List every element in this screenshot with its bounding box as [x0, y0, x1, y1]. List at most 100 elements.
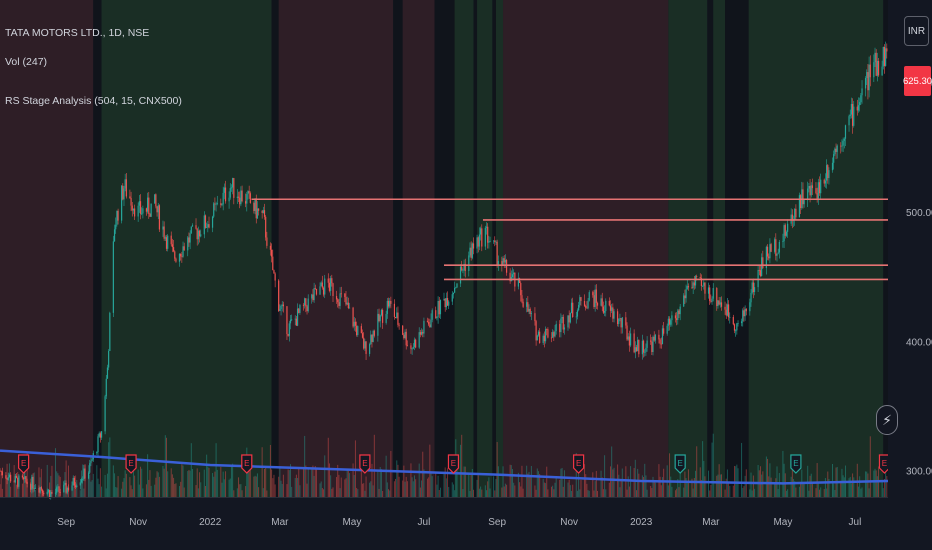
- candle: [30, 484, 32, 490]
- candle: [546, 329, 548, 330]
- volume-bar: [601, 477, 603, 497]
- volume-bar: [653, 481, 655, 497]
- volume-bar: [613, 467, 615, 497]
- volume-bar: [203, 469, 205, 497]
- volume-bar: [784, 473, 786, 497]
- candle: [241, 190, 243, 202]
- lightning-icon[interactable]: ⚡︎: [876, 405, 898, 435]
- volume-bar: [885, 469, 887, 497]
- candle: [79, 482, 81, 486]
- volume-bar: [321, 487, 323, 497]
- candle: [596, 302, 599, 306]
- volume-bar: [687, 469, 689, 497]
- volume-bar: [13, 465, 15, 497]
- candle: [122, 185, 124, 200]
- candle: [339, 293, 341, 306]
- candle: [1, 471, 3, 476]
- volume-bar: [473, 489, 475, 497]
- candle: [791, 214, 793, 221]
- volume-bar: [117, 476, 119, 497]
- candle: [517, 278, 519, 287]
- candle: [645, 347, 647, 352]
- candle: [158, 205, 161, 230]
- volume-bar: [718, 464, 720, 497]
- candle: [187, 237, 189, 251]
- candle: [497, 261, 499, 265]
- candle: [328, 282, 331, 291]
- volume-bar: [187, 471, 189, 497]
- candle: [233, 178, 235, 198]
- candle: [254, 198, 256, 211]
- last-price-label: 625.30: [903, 66, 932, 96]
- volume-bar: [552, 485, 554, 497]
- volume-bar: [476, 479, 478, 497]
- candle: [170, 235, 172, 245]
- volume-bar: [377, 471, 379, 497]
- volume-bar: [759, 466, 761, 497]
- candle: [823, 179, 825, 184]
- volume-bar: [418, 463, 420, 497]
- candle: [883, 46, 886, 66]
- candle: [356, 325, 358, 336]
- candle: [307, 298, 309, 312]
- candle: [494, 240, 496, 243]
- candle: [47, 490, 50, 492]
- candle: [57, 486, 59, 488]
- candle: [71, 485, 73, 491]
- legend-volume[interactable]: Vol (247): [5, 56, 48, 68]
- candle: [32, 476, 34, 489]
- candle: [860, 95, 862, 103]
- volume-bar: [478, 488, 480, 497]
- volume-bar: [346, 468, 348, 497]
- volume-bar: [51, 465, 53, 497]
- volume-bar: [521, 465, 523, 497]
- candle: [208, 224, 210, 228]
- volume-bar: [787, 489, 789, 497]
- volume-bar: [171, 474, 173, 497]
- candle: [496, 241, 498, 265]
- candle: [445, 298, 447, 308]
- volume-bar: [729, 486, 731, 497]
- volume-bar: [513, 482, 515, 497]
- candle: [875, 52, 877, 76]
- candle: [578, 305, 580, 311]
- candle: [320, 282, 322, 287]
- candle: [164, 237, 166, 239]
- candle: [798, 195, 801, 218]
- candle: [419, 332, 421, 335]
- candle: [769, 244, 771, 259]
- volume-bar: [546, 466, 548, 497]
- volume-bar: [162, 465, 164, 497]
- volume-bar: [338, 474, 340, 497]
- stage-band-green: [748, 0, 884, 497]
- candle: [463, 263, 465, 271]
- volume-bar: [438, 489, 440, 497]
- volume-bar: [278, 476, 280, 497]
- volume-bar: [509, 464, 511, 497]
- candle: [222, 192, 224, 205]
- volume-bar: [480, 486, 482, 497]
- candle: [825, 165, 828, 181]
- legend-indicator[interactable]: RS Stage Analysis (504, 15, CNX500): [5, 95, 182, 107]
- candle: [265, 216, 267, 238]
- candle: [263, 210, 266, 217]
- volume-bar: [101, 486, 103, 497]
- volume-bar: [40, 468, 42, 497]
- volume-bar: [154, 484, 156, 497]
- candle: [843, 138, 845, 141]
- candle: [51, 492, 53, 494]
- volume-bar: [856, 463, 858, 497]
- candle: [840, 145, 842, 147]
- candle: [587, 300, 589, 309]
- volume-bar: [279, 466, 281, 497]
- candle: [881, 66, 883, 76]
- legend-symbol[interactable]: TATA MOTORS LTD., 1D, NSE: [5, 27, 150, 39]
- volume-bar: [65, 460, 67, 497]
- candle: [332, 283, 334, 297]
- currency-button[interactable]: INR: [904, 16, 929, 46]
- candle: [105, 378, 107, 397]
- volume-bar: [167, 471, 169, 497]
- volume-bar: [436, 484, 438, 497]
- volume-bar: [767, 458, 769, 497]
